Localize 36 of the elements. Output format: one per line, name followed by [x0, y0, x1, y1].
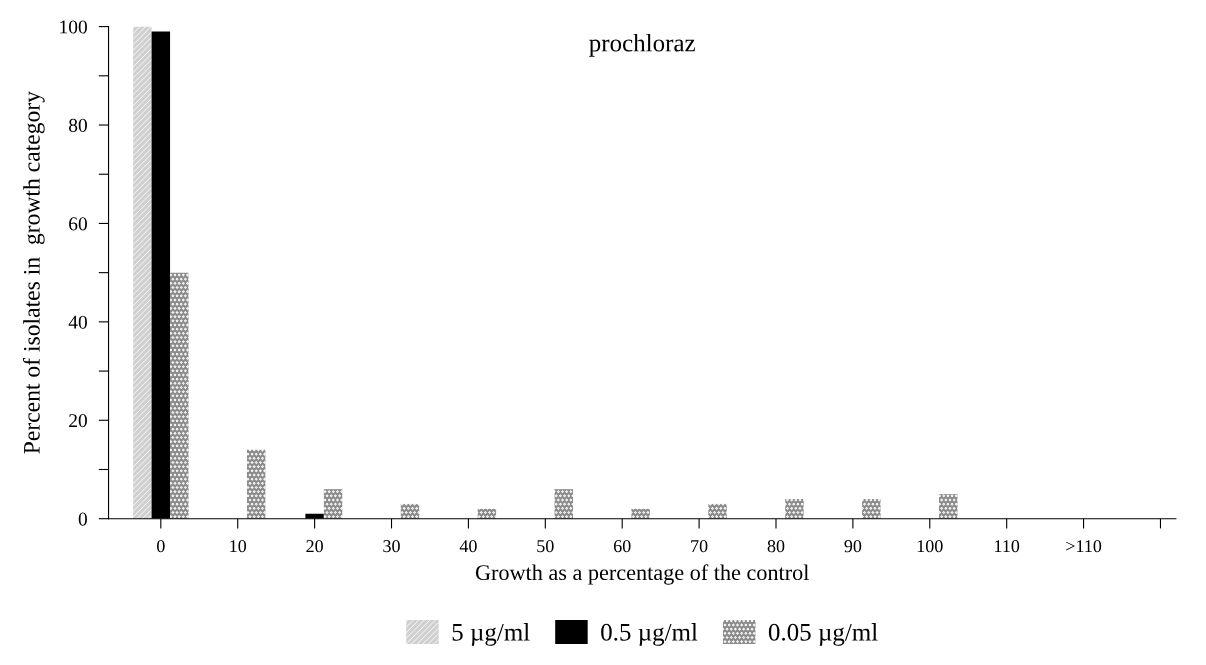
bar	[939, 494, 958, 519]
y-tick-label: 0	[78, 512, 87, 526]
bar	[631, 508, 650, 519]
bar	[708, 503, 727, 519]
x-tick-label: 60	[613, 540, 631, 553]
x-tick-label: 70	[691, 540, 708, 553]
bar	[554, 489, 573, 519]
x-tick-label: 80	[767, 540, 785, 553]
x-tick-label: 0	[157, 540, 165, 553]
x-tick-label: 90	[844, 540, 862, 553]
y-tick-label: 20	[69, 414, 87, 428]
bar	[170, 272, 189, 519]
bar	[785, 499, 804, 519]
legend-label: 0.05 µg/ml	[768, 623, 878, 646]
bar	[323, 489, 343, 519]
legend-label: 0.5 µg/ml	[601, 623, 698, 646]
bar	[246, 449, 266, 519]
bar	[400, 503, 420, 519]
x-tick-label: 100	[917, 540, 943, 553]
x-tick-label: 110	[995, 540, 1020, 553]
x-tick-label: 20	[306, 540, 323, 553]
y-tick-label: 100	[60, 20, 87, 34]
x-tick-label: 40	[459, 540, 477, 553]
x-axis-title: Growth as a percentage of the control	[475, 564, 809, 585]
x-tick-label: 30	[383, 540, 400, 553]
y-tick-label: 40	[68, 315, 87, 329]
bar	[133, 26, 152, 519]
y-tick-label: 60	[69, 217, 87, 231]
y-tick-label: 80	[69, 118, 87, 132]
x-tick-label: 10	[230, 540, 247, 553]
chart-title: prochloraz	[589, 33, 695, 57]
x-tick-label: 50	[537, 540, 554, 553]
x-tick-label: >110	[1066, 540, 1102, 553]
y-axis-title: Percent of isolates in growth category	[22, 91, 45, 454]
legend-label: 5 µg/ml	[452, 623, 530, 646]
bar	[862, 499, 881, 519]
